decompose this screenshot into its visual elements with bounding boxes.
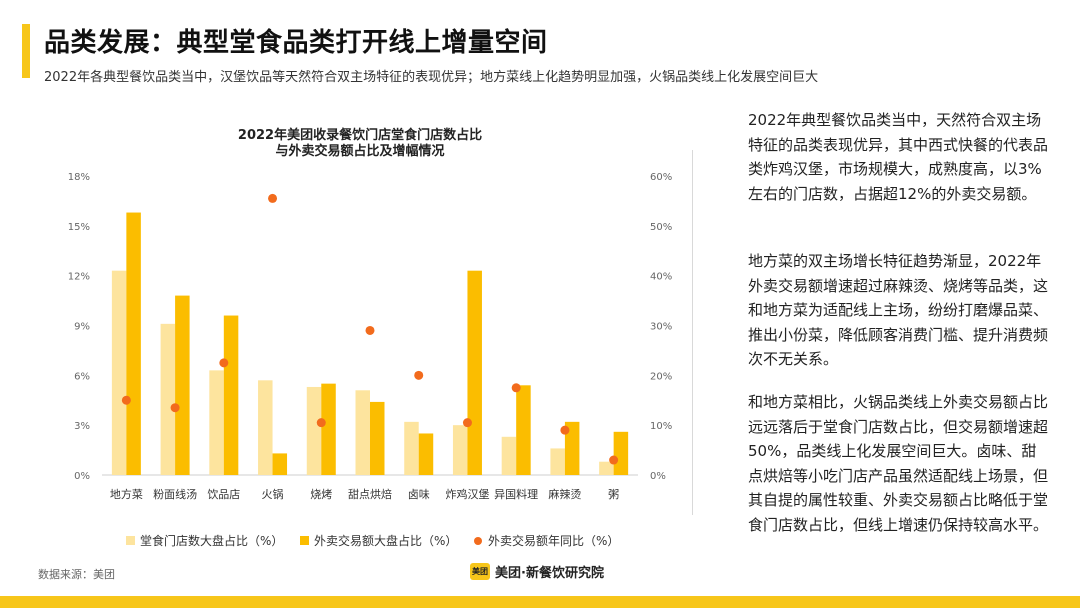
y-right-tick-label: 60% bbox=[650, 172, 672, 183]
legend-label-delivery: 外卖交易额大盘占比（%） bbox=[314, 534, 458, 548]
title-accent-bar bbox=[22, 24, 30, 78]
bar-delivery-5 bbox=[370, 401, 385, 475]
x-category-label: 地方菜 bbox=[110, 487, 143, 501]
bar-dine-in-7 bbox=[452, 425, 468, 475]
bar-delivery-10 bbox=[613, 431, 629, 475]
y-left-tick-label: 6% bbox=[74, 371, 90, 382]
y-right-tick-label: 20% bbox=[650, 371, 672, 382]
y-left-tick-label: 18% bbox=[68, 172, 90, 183]
legend-item-dine-in: 堂食门店数大盘占比（%） bbox=[126, 532, 283, 549]
dot-yoy-2 bbox=[219, 358, 229, 368]
y-left-tick-label: 12% bbox=[68, 272, 90, 283]
y-right-tick-label: 0% bbox=[650, 471, 666, 482]
vertical-divider bbox=[692, 150, 693, 515]
x-category-label: 烧烤 bbox=[310, 487, 332, 501]
x-category-label: 异国料理 bbox=[494, 487, 538, 501]
bar-dine-in-10 bbox=[599, 461, 614, 475]
data-source: 数据来源：美团 bbox=[38, 568, 115, 581]
bar-dine-in-0 bbox=[111, 270, 127, 475]
bar-delivery-7 bbox=[467, 270, 482, 475]
bar-delivery-8 bbox=[516, 385, 531, 475]
dot-yoy-0 bbox=[121, 395, 131, 405]
x-category-label: 炸鸡汉堡 bbox=[445, 487, 489, 501]
bar-dine-in-2 bbox=[209, 370, 224, 475]
dot-yoy-7 bbox=[462, 418, 472, 428]
bar-dine-in-1 bbox=[160, 323, 176, 475]
y-left-tick-label: 0% bbox=[74, 471, 90, 482]
bar-delivery-0 bbox=[126, 212, 141, 476]
x-category-label: 粉面线汤 bbox=[153, 487, 197, 501]
dot-yoy-5 bbox=[365, 325, 375, 335]
legend-dot-yoy bbox=[474, 536, 482, 545]
legend-label-dine-in: 堂食门店数大盘占比（%） bbox=[140, 534, 284, 548]
y-left-tick-label: 9% bbox=[74, 322, 90, 333]
brand-logo-icon: 美团 bbox=[470, 563, 490, 580]
paragraph-1: 2022年典型餐饮品类当中，天然符合双主场特征的品类表现优异，其中西式快餐的代表… bbox=[748, 111, 1049, 203]
dot-yoy-4 bbox=[316, 418, 326, 428]
bar-delivery-3 bbox=[272, 453, 288, 475]
x-category-label: 麻辣烫 bbox=[548, 487, 581, 501]
y-right-tick-label: 10% bbox=[650, 421, 672, 432]
y-left-tick-label: 3% bbox=[74, 421, 90, 432]
legend-swatch-dine-in bbox=[126, 536, 135, 545]
y-right-tick-label: 50% bbox=[650, 222, 672, 233]
dot-yoy-1 bbox=[170, 403, 180, 413]
bar-delivery-1 bbox=[175, 295, 190, 475]
legend-item-yoy: 外卖交易额年同比（%） bbox=[474, 532, 619, 549]
page-subtitle: 2022年各典型餐饮品类当中，汉堡饮品等天然符合双主场特征的表现优异；地方菜线上… bbox=[44, 70, 819, 85]
x-category-label: 卤味 bbox=[408, 488, 430, 501]
paragraph-3: 和地方菜相比，火锅品类线上外卖交易额占比远远落后于堂食门店数占比，但交易额增速超… bbox=[748, 393, 1049, 534]
legend-swatch-delivery bbox=[300, 536, 309, 545]
bar-dine-in-4 bbox=[306, 386, 322, 475]
x-category-label: 火锅 bbox=[262, 488, 284, 501]
dot-yoy-10 bbox=[609, 455, 619, 465]
legend-item-delivery: 外卖交易额大盘占比（%） bbox=[300, 532, 457, 549]
bottom-accent-bar bbox=[0, 596, 1080, 608]
legend-label-yoy: 外卖交易额年同比（%） bbox=[488, 534, 620, 548]
bar-dine-in-6 bbox=[404, 421, 419, 475]
brand-footer: 美团 美团·新餐饮研究院 bbox=[470, 562, 604, 581]
bar-delivery-4 bbox=[321, 383, 336, 475]
bar-delivery-2 bbox=[223, 315, 239, 475]
bar-dine-in-5 bbox=[355, 390, 370, 475]
chart-title-line2: 与外卖交易额占比及增幅情况 bbox=[275, 144, 445, 159]
bar-delivery-6 bbox=[418, 433, 434, 475]
y-right-tick-label: 30% bbox=[650, 322, 672, 333]
dot-yoy-9 bbox=[560, 425, 570, 435]
dot-yoy-3 bbox=[268, 193, 278, 203]
bar-dine-in-8 bbox=[501, 436, 517, 475]
bar-dine-in-9 bbox=[550, 448, 565, 475]
x-category-label: 饮品店 bbox=[207, 487, 240, 501]
dot-yoy-6 bbox=[414, 370, 424, 380]
dot-yoy-8 bbox=[511, 383, 521, 393]
y-left-tick-label: 15% bbox=[68, 222, 90, 233]
page-title: 品类发展：典型堂食品类打开线上增量空间 bbox=[44, 28, 548, 58]
brand-name: 美团·新餐饮研究院 bbox=[495, 566, 604, 581]
y-right-tick-label: 40% bbox=[650, 272, 672, 283]
x-category-label: 粥 bbox=[608, 488, 619, 501]
chart-title-line1: 2022年美团收录餐饮门店堂食门店数占比 bbox=[237, 128, 483, 143]
bar-dine-in-3 bbox=[258, 380, 273, 475]
bar-delivery-9 bbox=[564, 421, 580, 475]
x-category-label: 甜点烘焙 bbox=[348, 487, 392, 501]
paragraph-2: 地方菜的双主场增长特征趋势渐显，2022年外卖交易额增速超过麻辣烫、烧烤等品类，… bbox=[748, 252, 1049, 368]
